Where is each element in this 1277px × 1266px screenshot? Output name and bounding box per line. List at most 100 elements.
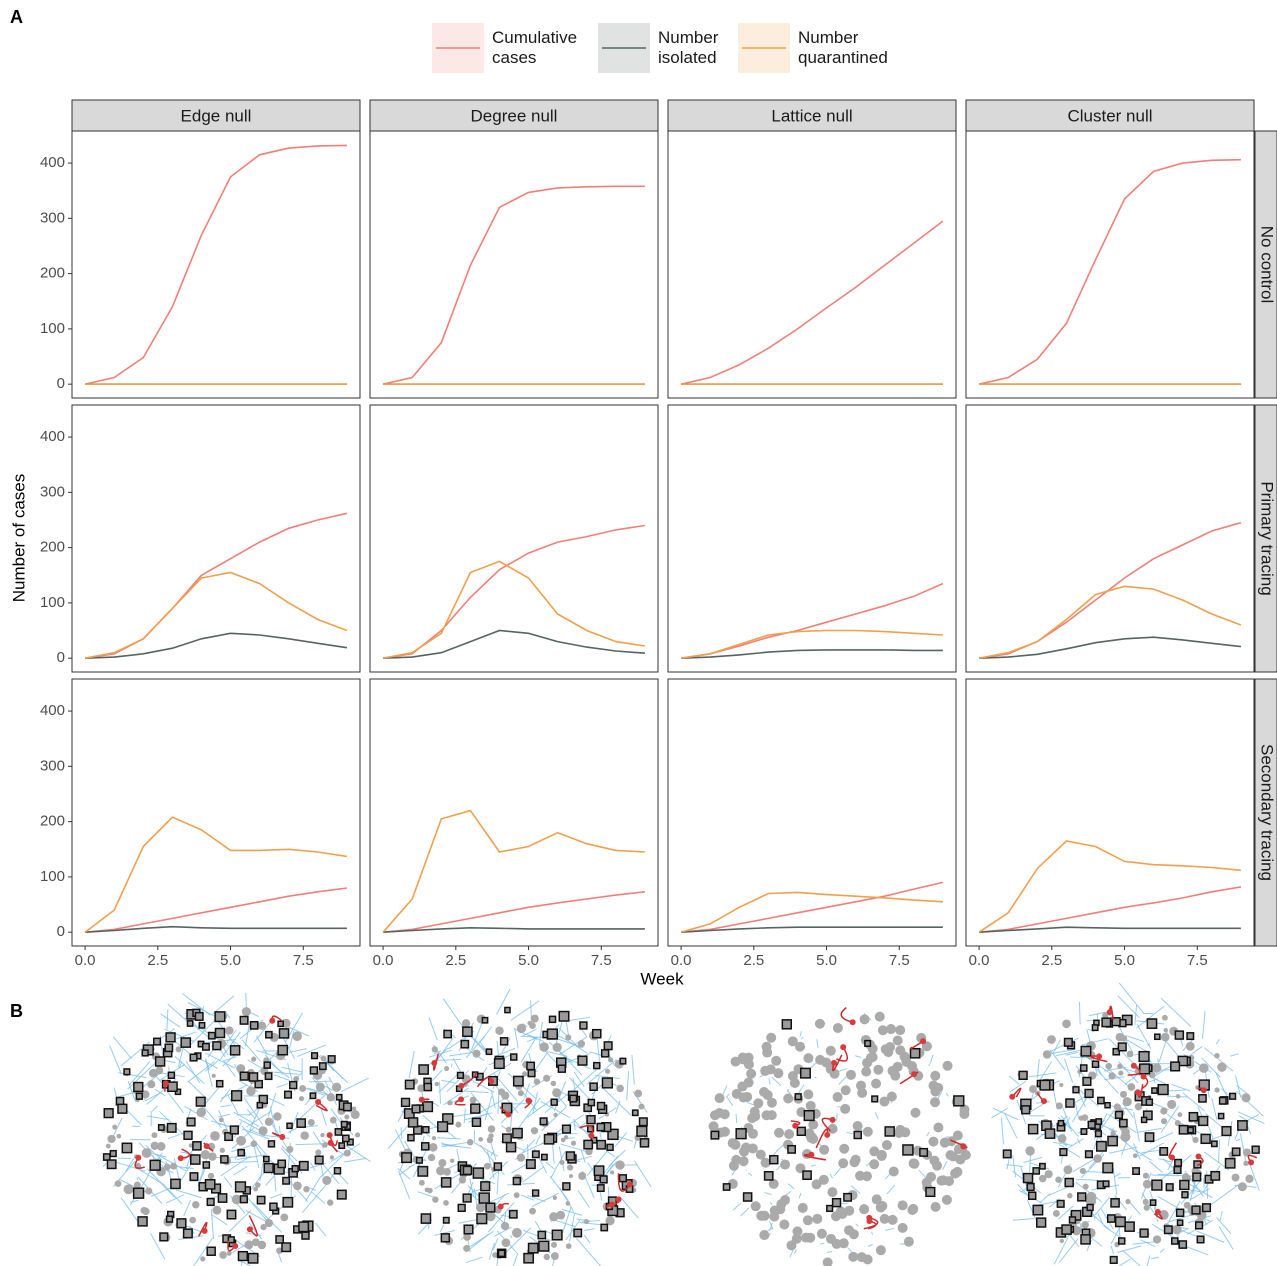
network-node — [254, 1182, 261, 1188]
network-node — [231, 1194, 242, 1205]
network-node-isolated — [1022, 1172, 1034, 1184]
network-edge — [735, 1113, 738, 1123]
network-node-infected — [1096, 1053, 1103, 1060]
x-tick-label: 5.0 — [220, 952, 241, 969]
network-node — [869, 1146, 880, 1157]
network-node-isolated — [440, 1177, 452, 1188]
network-node — [253, 1186, 259, 1192]
panel — [667, 678, 957, 947]
network-node — [1214, 1053, 1220, 1059]
network-edge — [847, 1247, 853, 1253]
network-node — [832, 1092, 843, 1103]
network-node — [750, 1111, 761, 1122]
network-node — [116, 1133, 122, 1139]
network-edge — [1094, 1196, 1111, 1216]
x-tick-label: 0.0 — [75, 952, 96, 969]
network-node — [921, 1177, 932, 1188]
network-edge — [556, 1114, 585, 1133]
network-node — [907, 1204, 918, 1215]
network-node — [929, 1155, 940, 1166]
network-edge — [881, 1140, 883, 1142]
network-node — [907, 1060, 918, 1071]
network-node-isolated — [457, 1203, 466, 1213]
network-edge — [1218, 1226, 1234, 1250]
network-edge — [225, 1010, 231, 1019]
network-edge — [1136, 1024, 1152, 1049]
network-node — [1093, 1154, 1102, 1163]
network-edge — [465, 1256, 483, 1264]
y-tick-label: 0 — [57, 375, 65, 392]
network-node — [427, 1153, 436, 1162]
network-node — [264, 1117, 274, 1126]
network-edge — [1000, 1117, 1004, 1145]
network-node-isolated — [204, 1178, 216, 1190]
network-node-isolated — [183, 1130, 193, 1141]
network-node — [1044, 1170, 1053, 1179]
network-node — [192, 1200, 200, 1209]
network-node — [458, 1176, 467, 1184]
network-edge — [1029, 1152, 1032, 1173]
network-node-isolated — [1187, 1126, 1194, 1134]
network-node — [784, 1129, 795, 1140]
network-node-isolated — [440, 1233, 451, 1243]
network-edge — [150, 1187, 172, 1197]
series-line — [84, 816, 348, 933]
network-node-isolated — [497, 1249, 506, 1258]
network-node — [529, 1207, 536, 1215]
network-edge — [469, 1178, 475, 1197]
network-node-isolated — [471, 1117, 482, 1127]
network-node — [634, 1089, 643, 1098]
network-node-infected — [525, 1097, 532, 1104]
network-node-infected — [1106, 1009, 1113, 1016]
network-node-isolated — [1084, 1088, 1094, 1099]
network-node-isolated — [619, 1057, 627, 1065]
network-node — [780, 1159, 791, 1170]
network-node-isolated — [341, 1134, 350, 1143]
network-node — [568, 1173, 574, 1179]
network-node-infected — [497, 1203, 504, 1210]
network-edge — [576, 1238, 602, 1266]
network-node-isolated — [301, 1231, 310, 1240]
network-transmission — [840, 1007, 853, 1023]
network-node-isolated — [102, 1153, 111, 1161]
network-node — [565, 1243, 572, 1249]
network-node-isolated — [636, 1125, 648, 1137]
network-edge — [837, 1068, 847, 1073]
network-node-isolated — [1111, 1017, 1121, 1027]
network-node — [873, 1064, 884, 1075]
network-edge — [1009, 1080, 1027, 1093]
network-node — [638, 1103, 645, 1110]
series-line — [382, 560, 646, 659]
network-edge — [816, 1039, 819, 1049]
network-node — [213, 1205, 221, 1213]
network-node-isolated — [1178, 1124, 1189, 1135]
network-node-isolated — [1186, 1032, 1195, 1041]
network-node-isolated — [478, 1192, 490, 1204]
network-node-isolated — [1107, 1135, 1118, 1147]
network-edge — [166, 1194, 185, 1204]
network-edge — [522, 1141, 546, 1154]
network-node — [759, 1086, 770, 1097]
network-transmission — [248, 1215, 258, 1237]
x-tick-label: 2.5 — [445, 952, 466, 969]
network-edge — [1074, 1103, 1080, 1119]
network-node — [443, 1167, 451, 1176]
network-edge — [400, 1127, 403, 1139]
network-node-isolated — [282, 1196, 294, 1208]
network-node-infected — [1248, 1159, 1255, 1166]
network-node-isolated — [864, 1039, 872, 1047]
network-node — [815, 1054, 826, 1065]
network-node-isolated — [437, 1121, 449, 1133]
network-node-isolated — [884, 1126, 895, 1137]
network-edge — [626, 1070, 630, 1101]
network-node — [147, 1080, 156, 1089]
network-node-isolated — [227, 1236, 235, 1244]
network-node-infected — [1130, 1062, 1137, 1069]
network-node — [1120, 1035, 1128, 1042]
y-tick-label: 200 — [40, 539, 65, 556]
network-edge — [488, 1242, 495, 1260]
network-node — [327, 1199, 334, 1206]
network-node — [879, 1096, 890, 1107]
network-node — [566, 1164, 574, 1171]
network-node — [886, 1091, 897, 1102]
